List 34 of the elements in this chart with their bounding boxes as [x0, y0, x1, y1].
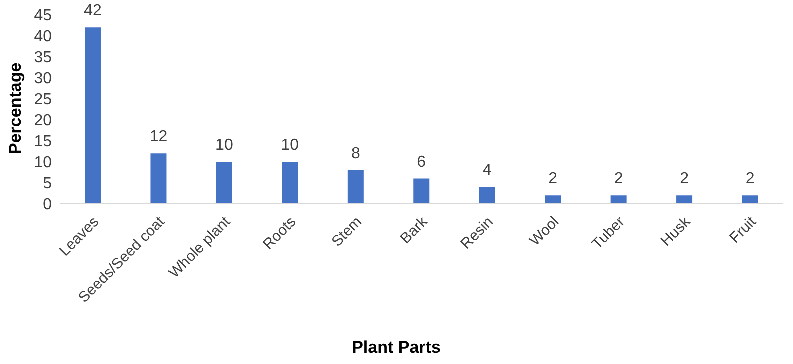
y-tick-label: 30: [34, 70, 52, 88]
x-axis-title: Plant Parts: [351, 338, 442, 358]
y-tick-label: 10: [34, 154, 52, 172]
bar: [742, 196, 758, 204]
data-label: 10: [216, 137, 234, 154]
data-label: 6: [417, 154, 426, 171]
y-axis-title: Percentage: [6, 62, 26, 154]
y-tick-label: 25: [34, 92, 52, 109]
y-tick-label: 5: [43, 176, 52, 193]
bar: [414, 178, 430, 204]
bar: [676, 196, 693, 204]
bar: [282, 162, 298, 204]
y-tick-label: 45: [34, 8, 52, 25]
data-label: 42: [84, 2, 102, 20]
data-label: 2: [746, 170, 755, 188]
y-tick-label: 0: [43, 196, 52, 214]
bar: [610, 196, 627, 204]
data-label: 2: [614, 170, 624, 188]
bar: [150, 154, 167, 204]
data-label: 2: [548, 170, 558, 188]
y-tick-label: 40: [34, 28, 52, 46]
bar: [348, 170, 364, 204]
bar: [216, 162, 232, 204]
data-label: 2: [680, 170, 690, 188]
data-label: 12: [150, 128, 168, 146]
bar: [545, 196, 562, 204]
data-label: 10: [281, 137, 300, 154]
data-label: 4: [482, 162, 492, 180]
y-tick-label: 35: [34, 50, 52, 67]
data-label: 8: [351, 145, 360, 162]
bar: [85, 28, 101, 204]
y-tick-label: 20: [34, 112, 52, 130]
bar: [479, 187, 496, 204]
y-tick-label: 15: [34, 134, 52, 151]
